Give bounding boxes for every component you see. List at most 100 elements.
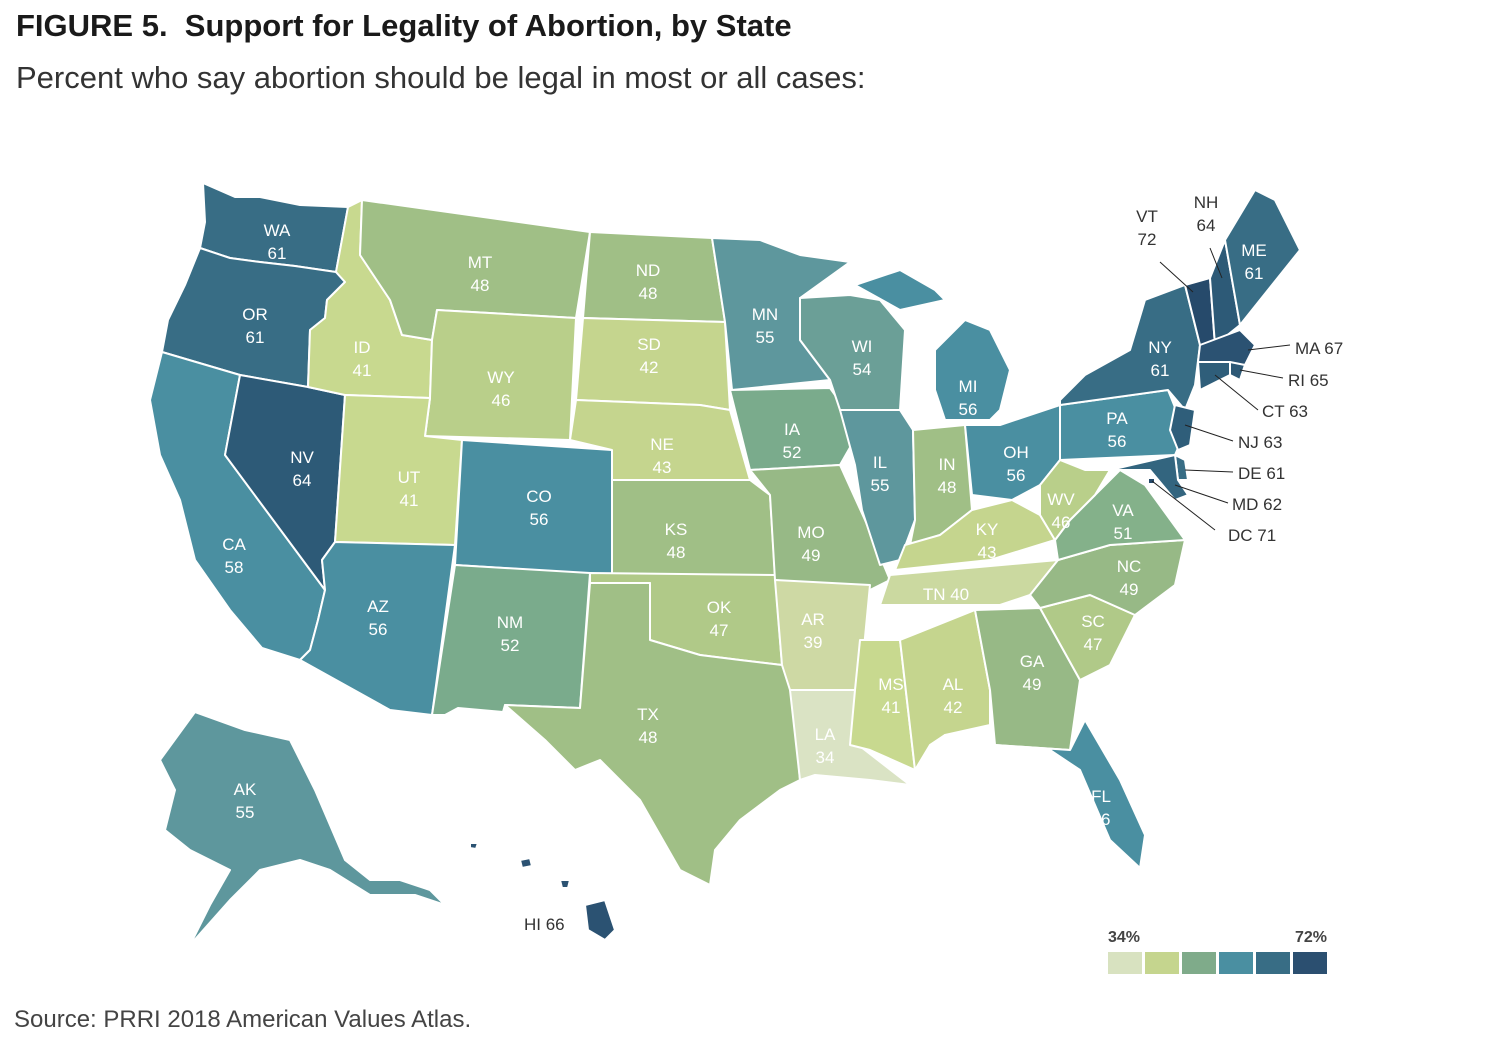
- state-value-tx: 48: [639, 728, 658, 747]
- state-wv: [1039, 459, 1111, 541]
- state-label-ny: NY: [1148, 338, 1172, 357]
- state-value-wi: 54: [853, 360, 872, 379]
- state-label-nj: NJ 63: [1238, 433, 1282, 452]
- state-value-mn: 55: [756, 328, 775, 347]
- state-shapes: [149, 182, 1301, 946]
- state-label-wy: WY: [487, 368, 514, 387]
- state-value-nc: 49: [1120, 580, 1139, 599]
- state-label-ct: CT 63: [1262, 402, 1308, 421]
- figure-subtitle: Percent who say abortion should be legal…: [16, 60, 866, 95]
- state-label-oh: OH: [1003, 443, 1029, 462]
- state-label-ri: RI 65: [1288, 371, 1329, 390]
- state-label-sd: SD: [637, 335, 661, 354]
- leader-lines: [1151, 247, 1291, 531]
- state-label-az: AZ: [367, 597, 389, 616]
- state-value-nv: 64: [293, 471, 312, 490]
- figure-title: FIGURE 5. Support for Legality of Aborti…: [16, 8, 792, 43]
- state-value-co: 56: [530, 510, 549, 529]
- state-label-tn: TN 40: [923, 585, 969, 604]
- state-label-me: ME: [1241, 241, 1267, 260]
- source-note: Source: PRRI 2018 American Values Atlas.: [14, 1006, 472, 1033]
- leader-line-vt: [1159, 261, 1194, 293]
- state-value-sc: 47: [1084, 635, 1103, 654]
- state-value-mi: 56: [959, 400, 978, 419]
- state-value-mt: 48: [471, 276, 490, 295]
- state-value-in: 48: [938, 478, 957, 497]
- state-value-ut: 41: [400, 491, 419, 510]
- state-label-ma: MA 67: [1295, 339, 1343, 358]
- legend-swatch: [1108, 952, 1142, 974]
- state-value-id: 41: [353, 361, 372, 380]
- state-ct: [1197, 361, 1231, 391]
- leader-line-md: [1174, 484, 1229, 504]
- state-label-nm: NM: [497, 613, 523, 632]
- state-nj: [1169, 404, 1196, 451]
- state-value-ms: 41: [882, 698, 901, 717]
- state-label-sc: SC: [1081, 612, 1105, 631]
- state-value-vt: 72: [1138, 230, 1157, 249]
- state-value-al: 42: [944, 698, 963, 717]
- state-mt: [359, 199, 591, 341]
- state-value-ks: 48: [667, 543, 686, 562]
- state-label-md: MD 62: [1232, 495, 1282, 514]
- state-co: [454, 439, 613, 576]
- state-value-me: 61: [1245, 264, 1264, 283]
- state-value-wy: 46: [492, 391, 511, 410]
- state-value-ar: 39: [804, 633, 823, 652]
- state-label-ak: AK: [234, 780, 257, 799]
- state-value-ak: 55: [236, 803, 255, 822]
- state-tx: [504, 582, 801, 886]
- state-label-nv: NV: [290, 448, 314, 467]
- state-value-la: 34: [816, 748, 835, 767]
- legend-swatch: [1182, 952, 1216, 974]
- state-md: [1109, 454, 1189, 501]
- state-label-wv: WV: [1047, 490, 1075, 509]
- state-label-va: VA: [1112, 501, 1134, 520]
- state-label-ks: KS: [665, 520, 688, 539]
- state-mi: [854, 269, 1011, 421]
- state-value-ca: 58: [225, 558, 244, 577]
- state-hi: [469, 842, 616, 941]
- color-legend: 34% 72%: [1108, 929, 1327, 974]
- legend-swatch: [1219, 952, 1253, 974]
- state-value-nh: 64: [1197, 216, 1216, 235]
- leader-line-de: [1184, 469, 1234, 473]
- state-label-ut: UT: [398, 468, 421, 487]
- state-label-in: IN: [939, 455, 956, 474]
- state-label-mn: MN: [752, 305, 778, 324]
- state-label-nd: ND: [636, 261, 661, 280]
- state-value-va: 51: [1114, 524, 1133, 543]
- state-value-fl: 56: [1092, 810, 1111, 829]
- state-label-id: ID: [354, 338, 371, 357]
- legend-min-label: 34%: [1108, 929, 1140, 946]
- state-value-or: 61: [246, 328, 265, 347]
- state-mo: [749, 464, 891, 591]
- leader-line-dc: [1151, 480, 1216, 531]
- state-label-mo: MO: [797, 523, 824, 542]
- state-label-fl: FL: [1091, 787, 1111, 806]
- state-value-ny: 61: [1151, 361, 1170, 380]
- state-label-wa: WA: [264, 221, 291, 240]
- leader-line-ma: [1247, 344, 1291, 351]
- state-value-nd: 48: [639, 284, 658, 303]
- state-value-ky: 43: [978, 543, 997, 562]
- state-label-dc: DC 71: [1228, 526, 1276, 545]
- state-label-ky: KY: [976, 520, 999, 539]
- state-value-ga: 49: [1023, 675, 1042, 694]
- state-az: [299, 541, 456, 716]
- state-ak: [159, 711, 446, 946]
- state-ma: [1197, 329, 1256, 366]
- state-label-ga: GA: [1020, 652, 1045, 671]
- state-value-sd: 42: [640, 358, 659, 377]
- state-label-ms: MS: [878, 675, 904, 694]
- state-value-ok: 47: [710, 621, 729, 640]
- leader-line-nj: [1184, 424, 1234, 442]
- state-value-pa: 56: [1108, 432, 1127, 451]
- state-label-il: IL: [873, 453, 887, 472]
- state-label-de: DE 61: [1238, 464, 1285, 483]
- state-ny: [1059, 284, 1201, 411]
- state-value-il: 55: [871, 476, 890, 495]
- state-nc: [1029, 539, 1186, 616]
- state-label-nc: NC: [1117, 557, 1142, 576]
